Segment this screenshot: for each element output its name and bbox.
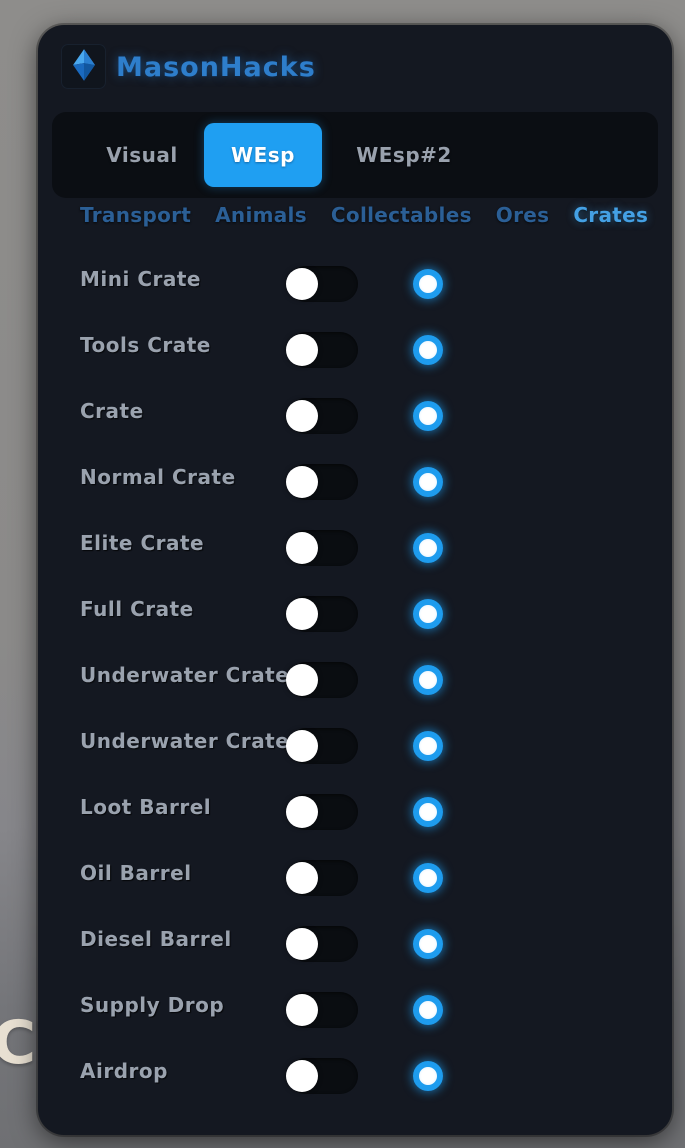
- item-label: Full Crate: [80, 597, 194, 621]
- item-label: Normal Crate: [80, 465, 236, 489]
- toggle-switch[interactable]: [286, 662, 358, 698]
- toggle-knob: [286, 400, 318, 432]
- toggle-switch[interactable]: [286, 992, 358, 1028]
- list-item: Oil Barrel: [38, 845, 672, 911]
- list-item: Airdrop: [38, 1043, 672, 1109]
- color-picker-swatch[interactable]: [413, 731, 443, 761]
- toggle-knob: [286, 598, 318, 630]
- tab-wesp2[interactable]: WEsp#2: [356, 143, 452, 167]
- toggle-knob: [286, 862, 318, 894]
- toggle-switch[interactable]: [286, 794, 358, 830]
- color-picker-swatch[interactable]: [413, 863, 443, 893]
- esp-item-list: Mini Crate Tools Crate Crate Normal Crat…: [38, 251, 672, 1109]
- toggle-knob: [286, 928, 318, 960]
- color-picker-swatch[interactable]: [413, 401, 443, 431]
- item-label: Tools Crate: [80, 333, 211, 357]
- list-item: Mini Crate: [38, 251, 672, 317]
- color-picker-swatch[interactable]: [413, 929, 443, 959]
- item-label: Oil Barrel: [80, 861, 192, 885]
- item-label: Underwater Crate: [80, 663, 290, 687]
- toggle-knob: [286, 466, 318, 498]
- item-label: Crate: [80, 399, 144, 423]
- brand-title: MasonHacks: [116, 52, 316, 83]
- list-item: Underwater Crate: [38, 647, 672, 713]
- toggle-switch[interactable]: [286, 728, 358, 764]
- toggle-knob: [286, 994, 318, 1026]
- panel-header: MasonHacks: [38, 25, 672, 112]
- toggle-knob: [286, 532, 318, 564]
- brand-logo: [61, 44, 106, 89]
- toggle-switch[interactable]: [286, 596, 358, 632]
- item-label: Diesel Barrel: [80, 927, 232, 951]
- toggle-switch[interactable]: [286, 332, 358, 368]
- toggle-switch[interactable]: [286, 398, 358, 434]
- item-label: Underwater Crate: [80, 729, 290, 753]
- subtab-ores[interactable]: Ores: [495, 203, 550, 227]
- item-label: Loot Barrel: [80, 795, 212, 819]
- toggle-knob: [286, 796, 318, 828]
- tab-bar: Visual WEsp WEsp#2: [52, 112, 658, 198]
- subtab-collectables[interactable]: Collectables: [330, 203, 472, 227]
- item-label: Airdrop: [80, 1059, 168, 1083]
- gem-icon: [69, 48, 99, 86]
- list-item: Supply Drop: [38, 977, 672, 1043]
- color-picker-swatch[interactable]: [413, 995, 443, 1025]
- color-picker-swatch[interactable]: [413, 533, 443, 563]
- list-item: Underwater Crate: [38, 713, 672, 779]
- toggle-switch[interactable]: [286, 266, 358, 302]
- list-item: Elite Crate: [38, 515, 672, 581]
- item-label: Elite Crate: [80, 531, 205, 555]
- masonhacks-menu-panel: MasonHacks Visual WEsp WEsp#2 Transport …: [38, 25, 672, 1135]
- color-picker-swatch[interactable]: [413, 599, 443, 629]
- toggle-switch[interactable]: [286, 530, 358, 566]
- toggle-switch[interactable]: [286, 464, 358, 500]
- toggle-knob: [286, 1060, 318, 1092]
- subtab-animals[interactable]: Animals: [215, 203, 307, 227]
- item-label: Supply Drop: [80, 993, 225, 1017]
- item-label: Mini Crate: [80, 267, 201, 291]
- color-picker-swatch[interactable]: [413, 269, 443, 299]
- toggle-knob: [286, 334, 318, 366]
- list-item: Normal Crate: [38, 449, 672, 515]
- list-item: Diesel Barrel: [38, 911, 672, 977]
- subtab-transport[interactable]: Transport: [80, 203, 192, 227]
- category-bar: Transport Animals Collectables Ores Crat…: [80, 203, 648, 227]
- toggle-switch[interactable]: [286, 926, 358, 962]
- color-picker-swatch[interactable]: [413, 1061, 443, 1091]
- toggle-switch[interactable]: [286, 1058, 358, 1094]
- color-picker-swatch[interactable]: [413, 335, 443, 365]
- color-picker-swatch[interactable]: [413, 467, 443, 497]
- list-item: Tools Crate: [38, 317, 672, 383]
- toggle-knob: [286, 730, 318, 762]
- color-picker-swatch[interactable]: [413, 797, 443, 827]
- list-item: Full Crate: [38, 581, 672, 647]
- subtab-crates[interactable]: Crates: [573, 203, 649, 227]
- toggle-knob: [286, 664, 318, 696]
- tab-wesp[interactable]: WEsp: [204, 123, 322, 187]
- list-item: Loot Barrel: [38, 779, 672, 845]
- tab-visual[interactable]: Visual: [106, 143, 178, 167]
- toggle-knob: [286, 268, 318, 300]
- color-picker-swatch[interactable]: [413, 665, 443, 695]
- toggle-switch[interactable]: [286, 860, 358, 896]
- list-item: Crate: [38, 383, 672, 449]
